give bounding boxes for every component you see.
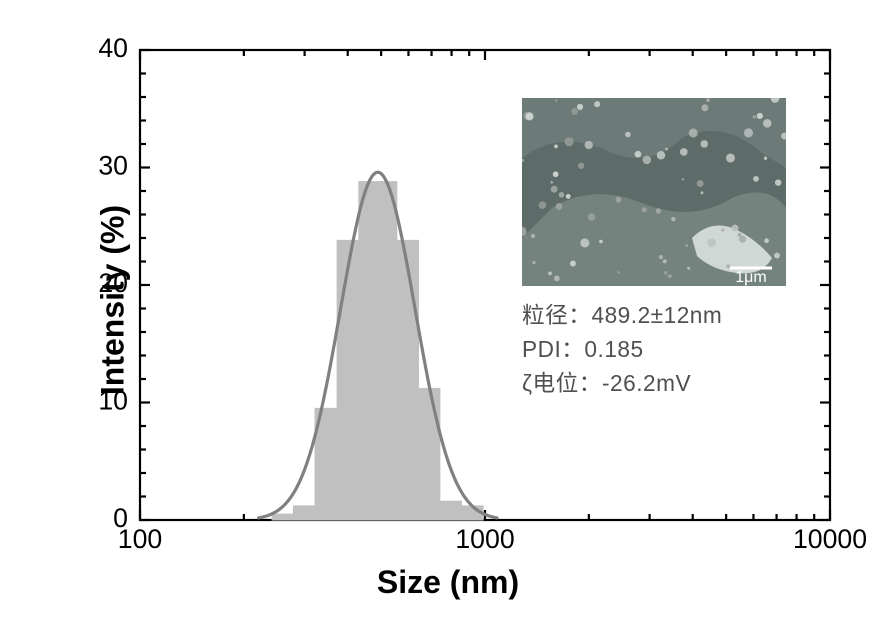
x-axis-label: Size (nm) — [0, 564, 896, 601]
inset-param-line-0: 粒径：489.2±12nm — [522, 298, 786, 332]
inset-params: 粒径：489.2±12nmPDI：0.185ζ电位：-26.2mV — [522, 298, 786, 400]
svg-text:40: 40 — [98, 33, 128, 63]
inset-param-line-1: PDI：0.185 — [522, 332, 786, 366]
y-axis-label: Intensity (%) — [95, 205, 132, 395]
inset-panel: 1μm 粒径：489.2±12nmPDI：0.185ζ电位：-26.2mV — [522, 98, 786, 400]
sem-svg: 1μm — [522, 98, 786, 286]
svg-text:1000: 1000 — [455, 524, 514, 554]
svg-text:30: 30 — [98, 151, 128, 181]
svg-text:1μm: 1μm — [735, 269, 766, 286]
sem-image: 1μm — [522, 98, 786, 286]
chart-container: 010203040100100010000 Intensity (%) Size… — [0, 0, 896, 629]
svg-text:10000: 10000 — [793, 524, 867, 554]
svg-text:100: 100 — [118, 524, 162, 554]
inset-param-line-2: ζ电位：-26.2mV — [522, 366, 786, 400]
